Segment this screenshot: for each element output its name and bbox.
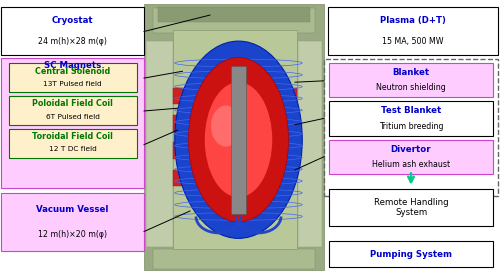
Ellipse shape (205, 82, 272, 197)
Text: Central Solenoid: Central Solenoid (35, 67, 110, 76)
FancyBboxPatch shape (173, 30, 297, 249)
Text: 12 T DC field: 12 T DC field (49, 147, 96, 153)
FancyBboxPatch shape (329, 241, 493, 267)
Ellipse shape (188, 58, 288, 222)
FancyBboxPatch shape (152, 8, 315, 33)
FancyBboxPatch shape (152, 249, 315, 269)
Text: Pumping System: Pumping System (370, 250, 452, 259)
Text: 24 m(h)×28 m(φ): 24 m(h)×28 m(φ) (38, 37, 106, 46)
FancyBboxPatch shape (173, 142, 184, 159)
FancyBboxPatch shape (329, 189, 493, 226)
FancyBboxPatch shape (286, 115, 297, 132)
Text: Vacuum Vessel: Vacuum Vessel (36, 205, 109, 214)
Text: Poloidal Field Coil: Poloidal Field Coil (32, 99, 113, 109)
FancyBboxPatch shape (158, 7, 310, 22)
FancyBboxPatch shape (146, 41, 173, 247)
Ellipse shape (175, 41, 302, 238)
Text: Divertor: Divertor (390, 145, 432, 154)
FancyBboxPatch shape (1, 7, 144, 55)
FancyBboxPatch shape (329, 63, 493, 97)
Text: SC Magnets: SC Magnets (44, 61, 101, 70)
FancyBboxPatch shape (173, 115, 184, 132)
FancyBboxPatch shape (173, 88, 184, 104)
Text: Test Blanket: Test Blanket (381, 107, 441, 115)
Text: Toroidal Field Coil: Toroidal Field Coil (32, 132, 113, 141)
FancyBboxPatch shape (1, 58, 144, 188)
Text: 12 m(h)×20 m(φ): 12 m(h)×20 m(φ) (38, 230, 107, 239)
FancyBboxPatch shape (9, 96, 136, 125)
FancyBboxPatch shape (286, 142, 297, 159)
Text: Blanket: Blanket (392, 68, 430, 77)
Text: 6T Pulsed field: 6T Pulsed field (46, 114, 100, 120)
FancyBboxPatch shape (173, 170, 184, 186)
Text: Neutron shielding: Neutron shielding (376, 83, 446, 92)
Text: Tritium breeding: Tritium breeding (379, 122, 444, 130)
FancyBboxPatch shape (286, 88, 297, 104)
FancyBboxPatch shape (329, 140, 493, 174)
Text: Helium ash exhaust: Helium ash exhaust (372, 160, 450, 169)
FancyBboxPatch shape (298, 41, 322, 247)
FancyBboxPatch shape (9, 129, 136, 158)
Text: 13T Pulsed field: 13T Pulsed field (44, 81, 102, 87)
Text: Plasma (D+T): Plasma (D+T) (380, 16, 446, 25)
FancyBboxPatch shape (329, 101, 493, 136)
FancyBboxPatch shape (144, 4, 324, 270)
Text: 15 MA, 500 MW: 15 MA, 500 MW (382, 37, 444, 46)
FancyBboxPatch shape (9, 63, 136, 92)
FancyBboxPatch shape (231, 66, 246, 214)
FancyBboxPatch shape (1, 193, 144, 251)
Text: Cryostat: Cryostat (52, 16, 93, 25)
FancyBboxPatch shape (328, 7, 498, 55)
Text: Remote Handling
System: Remote Handling System (374, 198, 448, 217)
Ellipse shape (211, 105, 241, 147)
